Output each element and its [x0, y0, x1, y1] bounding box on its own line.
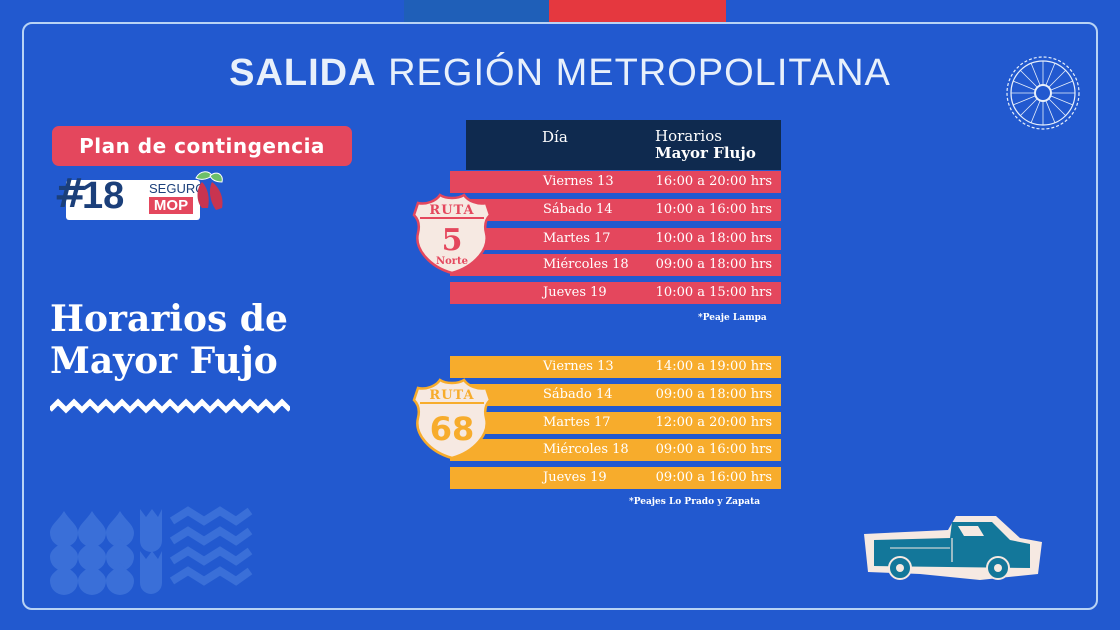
- page-title: SALIDA REGIÓN METROPOLITANA: [0, 52, 1120, 95]
- headline-line1: Horarios de: [50, 298, 288, 340]
- flag-stripe-blue: [404, 0, 549, 22]
- shield-top-text: RUTA: [429, 203, 474, 218]
- copihue-flower-icon: [195, 171, 223, 210]
- ruta68-row: Jueves 19 09:00 a 16:00 hrs: [450, 467, 781, 489]
- ruta-5-norte-shield-icon: RUTA 5 Norte: [412, 193, 492, 275]
- logo-seguro: SEGURO: [149, 181, 206, 196]
- shield-top-text: RUTA: [429, 388, 474, 403]
- ruta68-note: *Peajes Lo Prado y Zapata: [629, 497, 761, 507]
- shield-number: 5: [442, 223, 463, 258]
- row-day: Martes 17: [543, 415, 611, 430]
- row-time: 12:00 a 20:00 hrs: [655, 415, 772, 430]
- row-time: 10:00 a 16:00 hrs: [655, 202, 772, 217]
- row-day: Jueves 19: [543, 285, 607, 300]
- ruta68-row: Sábado 14 09:00 a 18:00 hrs: [450, 384, 781, 406]
- ruta-68-shield-icon: RUTA 68: [412, 378, 492, 460]
- drops-and-waves-pattern-icon: [50, 506, 253, 595]
- row-time: 10:00 a 15:00 hrs: [655, 285, 772, 300]
- title-bold: SALIDA: [229, 52, 377, 94]
- row-day: Viernes 13: [543, 359, 614, 374]
- flag-stripe-red: [549, 0, 726, 22]
- row-time: 14:00 a 19:00 hrs: [655, 359, 772, 374]
- column-time-line2: Mayor Flujo: [655, 144, 756, 162]
- ruta5-row: Jueves 19 10:00 a 15:00 hrs: [450, 282, 781, 304]
- seguro-mop-logo: # 18 SEGURO MOP: [54, 168, 226, 222]
- ruta5-row: Martes 17 10:00 a 18:00 hrs: [450, 228, 781, 250]
- ruta68-row: Viernes 13 14:00 a 19:00 hrs: [450, 356, 781, 378]
- plan-contingencia-badge: Plan de contingencia: [52, 126, 352, 166]
- row-time: 09:00 a 18:00 hrs: [655, 387, 772, 402]
- ruta5-note: *Peaje Lampa: [698, 313, 767, 323]
- row-time: 09:00 a 16:00 hrs: [655, 442, 772, 457]
- row-day: Viernes 13: [543, 174, 614, 189]
- column-day: Día: [542, 128, 568, 146]
- row-day: Miércoles 18: [543, 257, 629, 272]
- row-day: Sábado 14: [543, 387, 613, 402]
- headline: Horarios de Mayor Fujo: [50, 298, 288, 382]
- ruta5-row: Viernes 13 16:00 a 20:00 hrs: [450, 171, 781, 193]
- ruta68-row: Martes 17 12:00 a 20:00 hrs: [450, 412, 781, 434]
- logo-mop: MOP: [149, 197, 193, 214]
- shield-number: 68: [430, 410, 475, 448]
- shield-bottom-text: Norte: [436, 256, 468, 267]
- sun-gear-emblem-icon: [1006, 56, 1080, 130]
- row-day: Jueves 19: [543, 470, 607, 485]
- zigzag-divider-icon: [50, 398, 290, 414]
- ruta68-row: Miércoles 18 09:00 a 16:00 hrs: [450, 439, 781, 461]
- row-time: 09:00 a 18:00 hrs: [655, 257, 772, 272]
- title-rest: REGIÓN METROPOLITANA: [376, 52, 891, 94]
- row-day: Martes 17: [543, 231, 611, 246]
- row-time: 10:00 a 18:00 hrs: [655, 231, 772, 246]
- pickup-truck-icon: [864, 516, 1042, 580]
- schedule-table-header: Día Horarios Mayor Flujo: [466, 120, 781, 170]
- row-day: Sábado 14: [543, 202, 613, 217]
- headline-line2: Mayor Fujo: [50, 340, 278, 382]
- row-time: 16:00 a 20:00 hrs: [655, 174, 772, 189]
- content-frame: [22, 22, 1098, 610]
- row-time: 09:00 a 16:00 hrs: [655, 470, 772, 485]
- column-time-line1: Horarios: [655, 127, 722, 145]
- ruta5-row: Sábado 14 10:00 a 16:00 hrs: [450, 199, 781, 221]
- row-day: Miércoles 18: [543, 442, 629, 457]
- hashtag-icon: #: [54, 171, 88, 217]
- logo-number: 18: [82, 175, 125, 217]
- ruta5-row: Miércoles 18 09:00 a 18:00 hrs: [450, 254, 781, 276]
